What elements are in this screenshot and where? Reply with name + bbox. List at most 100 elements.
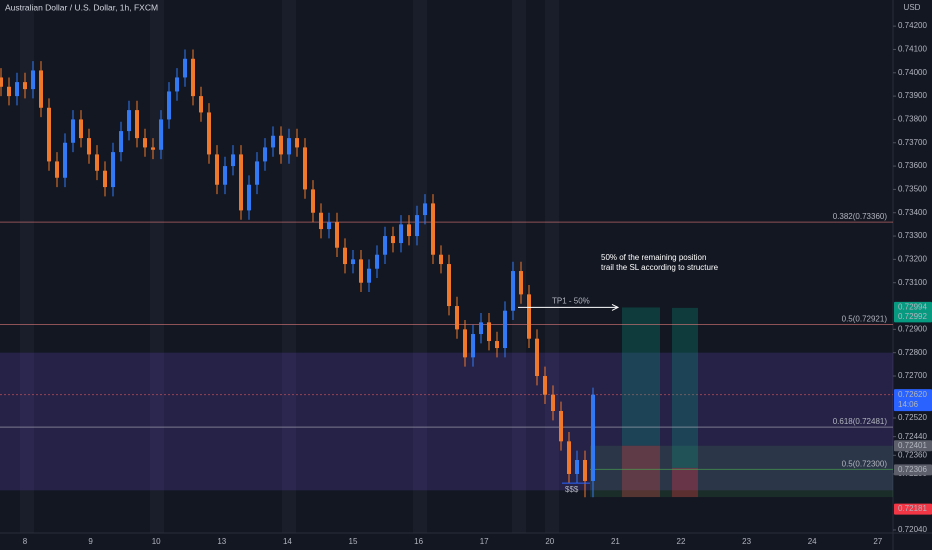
candle-body (327, 222, 331, 230)
candle-body (543, 376, 547, 395)
y-tick-label: 0.72040 (898, 525, 927, 534)
candle-body (423, 203, 427, 216)
candle-body (391, 236, 395, 244)
candle-body (591, 394, 595, 481)
candle-body (127, 110, 131, 132)
annotation: 50% of the remaining position (601, 253, 706, 262)
candle-body (439, 254, 443, 265)
price-tag (894, 464, 932, 476)
x-tick-label: 24 (808, 537, 817, 546)
candle-body (359, 259, 363, 283)
candle-body (495, 341, 499, 349)
candle-body (407, 224, 411, 237)
y-tick-label: 0.73500 (898, 185, 927, 194)
candle-body (319, 212, 323, 230)
candle-body (71, 119, 75, 143)
price-tag-label: 0.72992 (898, 312, 927, 321)
x-tick-label: 22 (677, 537, 686, 546)
candle-body (255, 161, 259, 185)
candle-body (207, 112, 211, 155)
candle-body (535, 338, 539, 377)
candle-body (519, 271, 523, 295)
candle-body (559, 411, 563, 442)
session-stripe (413, 0, 427, 533)
tp-arrowhead (611, 303, 620, 311)
candle-body (231, 154, 235, 167)
currency-label: USD (904, 3, 921, 12)
fib-label: 0.5(0.72300) (842, 459, 888, 468)
y-tick-label: 0.73400 (898, 208, 927, 217)
candle-body (183, 58, 187, 78)
candle-body (287, 138, 291, 155)
y-tick-label: 0.73200 (898, 254, 927, 263)
countdown: 14:06 (898, 400, 919, 409)
price-tag (894, 301, 932, 313)
candle-body (199, 96, 203, 113)
candle-body (583, 459, 587, 481)
y-tick-label: 0.72700 (898, 371, 927, 380)
y-tick-label: 0.73600 (898, 161, 927, 170)
candle-body (119, 131, 123, 153)
candle-body (7, 86, 11, 97)
y-tick-label: 0.72900 (898, 324, 927, 333)
y-tick-label: 0.73900 (898, 91, 927, 100)
candle-body (0, 77, 3, 87)
candle-body (471, 334, 475, 358)
tp-label: TP1 - 50% (552, 297, 590, 306)
candle-body (415, 215, 419, 237)
annotation: trail the SL according to structure (601, 263, 719, 272)
candle-body (271, 135, 275, 148)
price-tag-label: 0.72401 (898, 441, 927, 450)
candle-body (503, 310, 507, 349)
fib-label: 0.5(0.72921) (842, 315, 888, 324)
price-tag (894, 440, 932, 452)
candle-body (463, 329, 467, 358)
candle-body (15, 82, 19, 97)
y-tick-label: 0.74000 (898, 68, 927, 77)
candle-body (31, 70, 35, 90)
x-tick-label: 8 (23, 537, 28, 546)
price-tag-label: 0.72181 (898, 504, 927, 513)
candle-body (175, 77, 179, 92)
candle-body (215, 154, 219, 185)
candle-body (103, 170, 107, 188)
y-tick-label: 0.73300 (898, 231, 927, 240)
stop-box (672, 467, 698, 498)
x-tick-label: 14 (283, 537, 292, 546)
y-tick-label: 0.73700 (898, 138, 927, 147)
candle-body (383, 236, 387, 255)
candle-body (399, 224, 403, 244)
candle-body (135, 110, 139, 139)
x-tick-label: 16 (414, 537, 423, 546)
profit-box (672, 307, 698, 468)
candle-body (239, 154, 243, 211)
candle-body (151, 147, 155, 150)
y-tick-label: 0.72440 (898, 432, 927, 441)
candle-body (191, 58, 195, 97)
price-tag (894, 503, 932, 515)
candle-body (79, 119, 83, 139)
candle-body (295, 138, 299, 148)
x-tick-label: 27 (873, 537, 882, 546)
candle-body (223, 166, 227, 185)
y-tick-label: 0.73800 (898, 115, 927, 124)
x-tick-label: 20 (545, 537, 554, 546)
candle-body (311, 189, 315, 213)
chart-title: Australian Dollar / U.S. Dollar, 1h, FXC… (5, 2, 158, 12)
candle-body (63, 142, 67, 178)
price-tag-label: 0.72994 (898, 303, 927, 312)
x-tick-label: 23 (742, 537, 751, 546)
session-stripe (20, 0, 34, 533)
candle-body (95, 154, 99, 171)
candle-body (87, 138, 91, 155)
candle-body (447, 264, 451, 307)
y-tick-label: 0.74100 (898, 45, 927, 54)
entry-zone (590, 445, 893, 498)
price-tag-label: 0.72306 (898, 465, 927, 474)
y-tick-label: 0.72800 (898, 348, 927, 357)
candle-body (247, 184, 251, 211)
candle-body (303, 147, 307, 190)
candle-body (47, 107, 51, 162)
candle-body (55, 161, 59, 178)
candle-body (527, 294, 531, 339)
